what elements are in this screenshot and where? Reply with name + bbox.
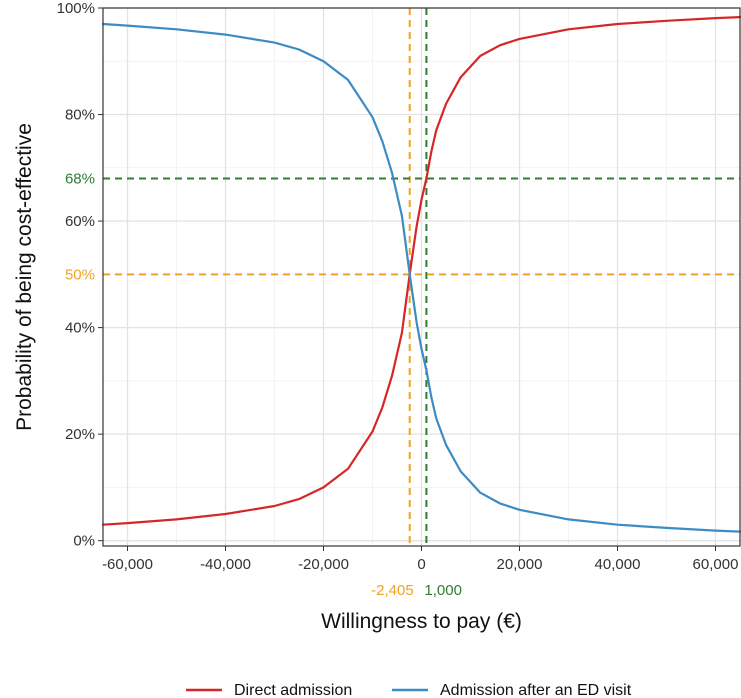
y-tick-label: 0% — [73, 533, 95, 550]
y-tick-label: 20% — [65, 426, 95, 443]
series-line-direct-admission — [101, 16, 741, 526]
legend-label: Admission after an ED visit — [440, 682, 632, 698]
y-tick-label: 40% — [65, 320, 95, 337]
x-tick-label: -20,000 — [298, 556, 349, 573]
series-lines — [101, 16, 741, 533]
legend-label: Direct admission — [234, 682, 352, 698]
x-tick-label: -60,000 — [102, 556, 153, 573]
y-tick-label: 100% — [57, 0, 95, 17]
x-tick-label: 0 — [417, 556, 425, 573]
y-tick-label: 60% — [65, 213, 95, 230]
y-axis-title: Probability of being cost-effective — [13, 123, 36, 431]
x-tick-label: 40,000 — [595, 556, 641, 573]
y-reference-label: 68% — [65, 170, 95, 187]
x-tick-label: -40,000 — [200, 556, 251, 573]
grid-lines — [103, 7, 740, 546]
x-reference-label: 1,000 — [424, 582, 462, 599]
series-line-admission-after-ed-visit — [101, 22, 741, 533]
x-axis-title: Willingness to pay (€) — [321, 610, 522, 633]
legend: Direct admission Admission after an ED vi… — [186, 682, 632, 698]
y-reference-label: 50% — [65, 266, 95, 283]
y-tick-label: 80% — [65, 107, 95, 124]
x-tick-label: 60,000 — [693, 556, 739, 573]
x-reference-label: -2,405 — [371, 582, 414, 599]
tick-labels: -60,000 -40,000 -20,000 0 20,000 40,000 60,000… — [57, 0, 739, 599]
x-tick-label: 20,000 — [497, 556, 543, 573]
